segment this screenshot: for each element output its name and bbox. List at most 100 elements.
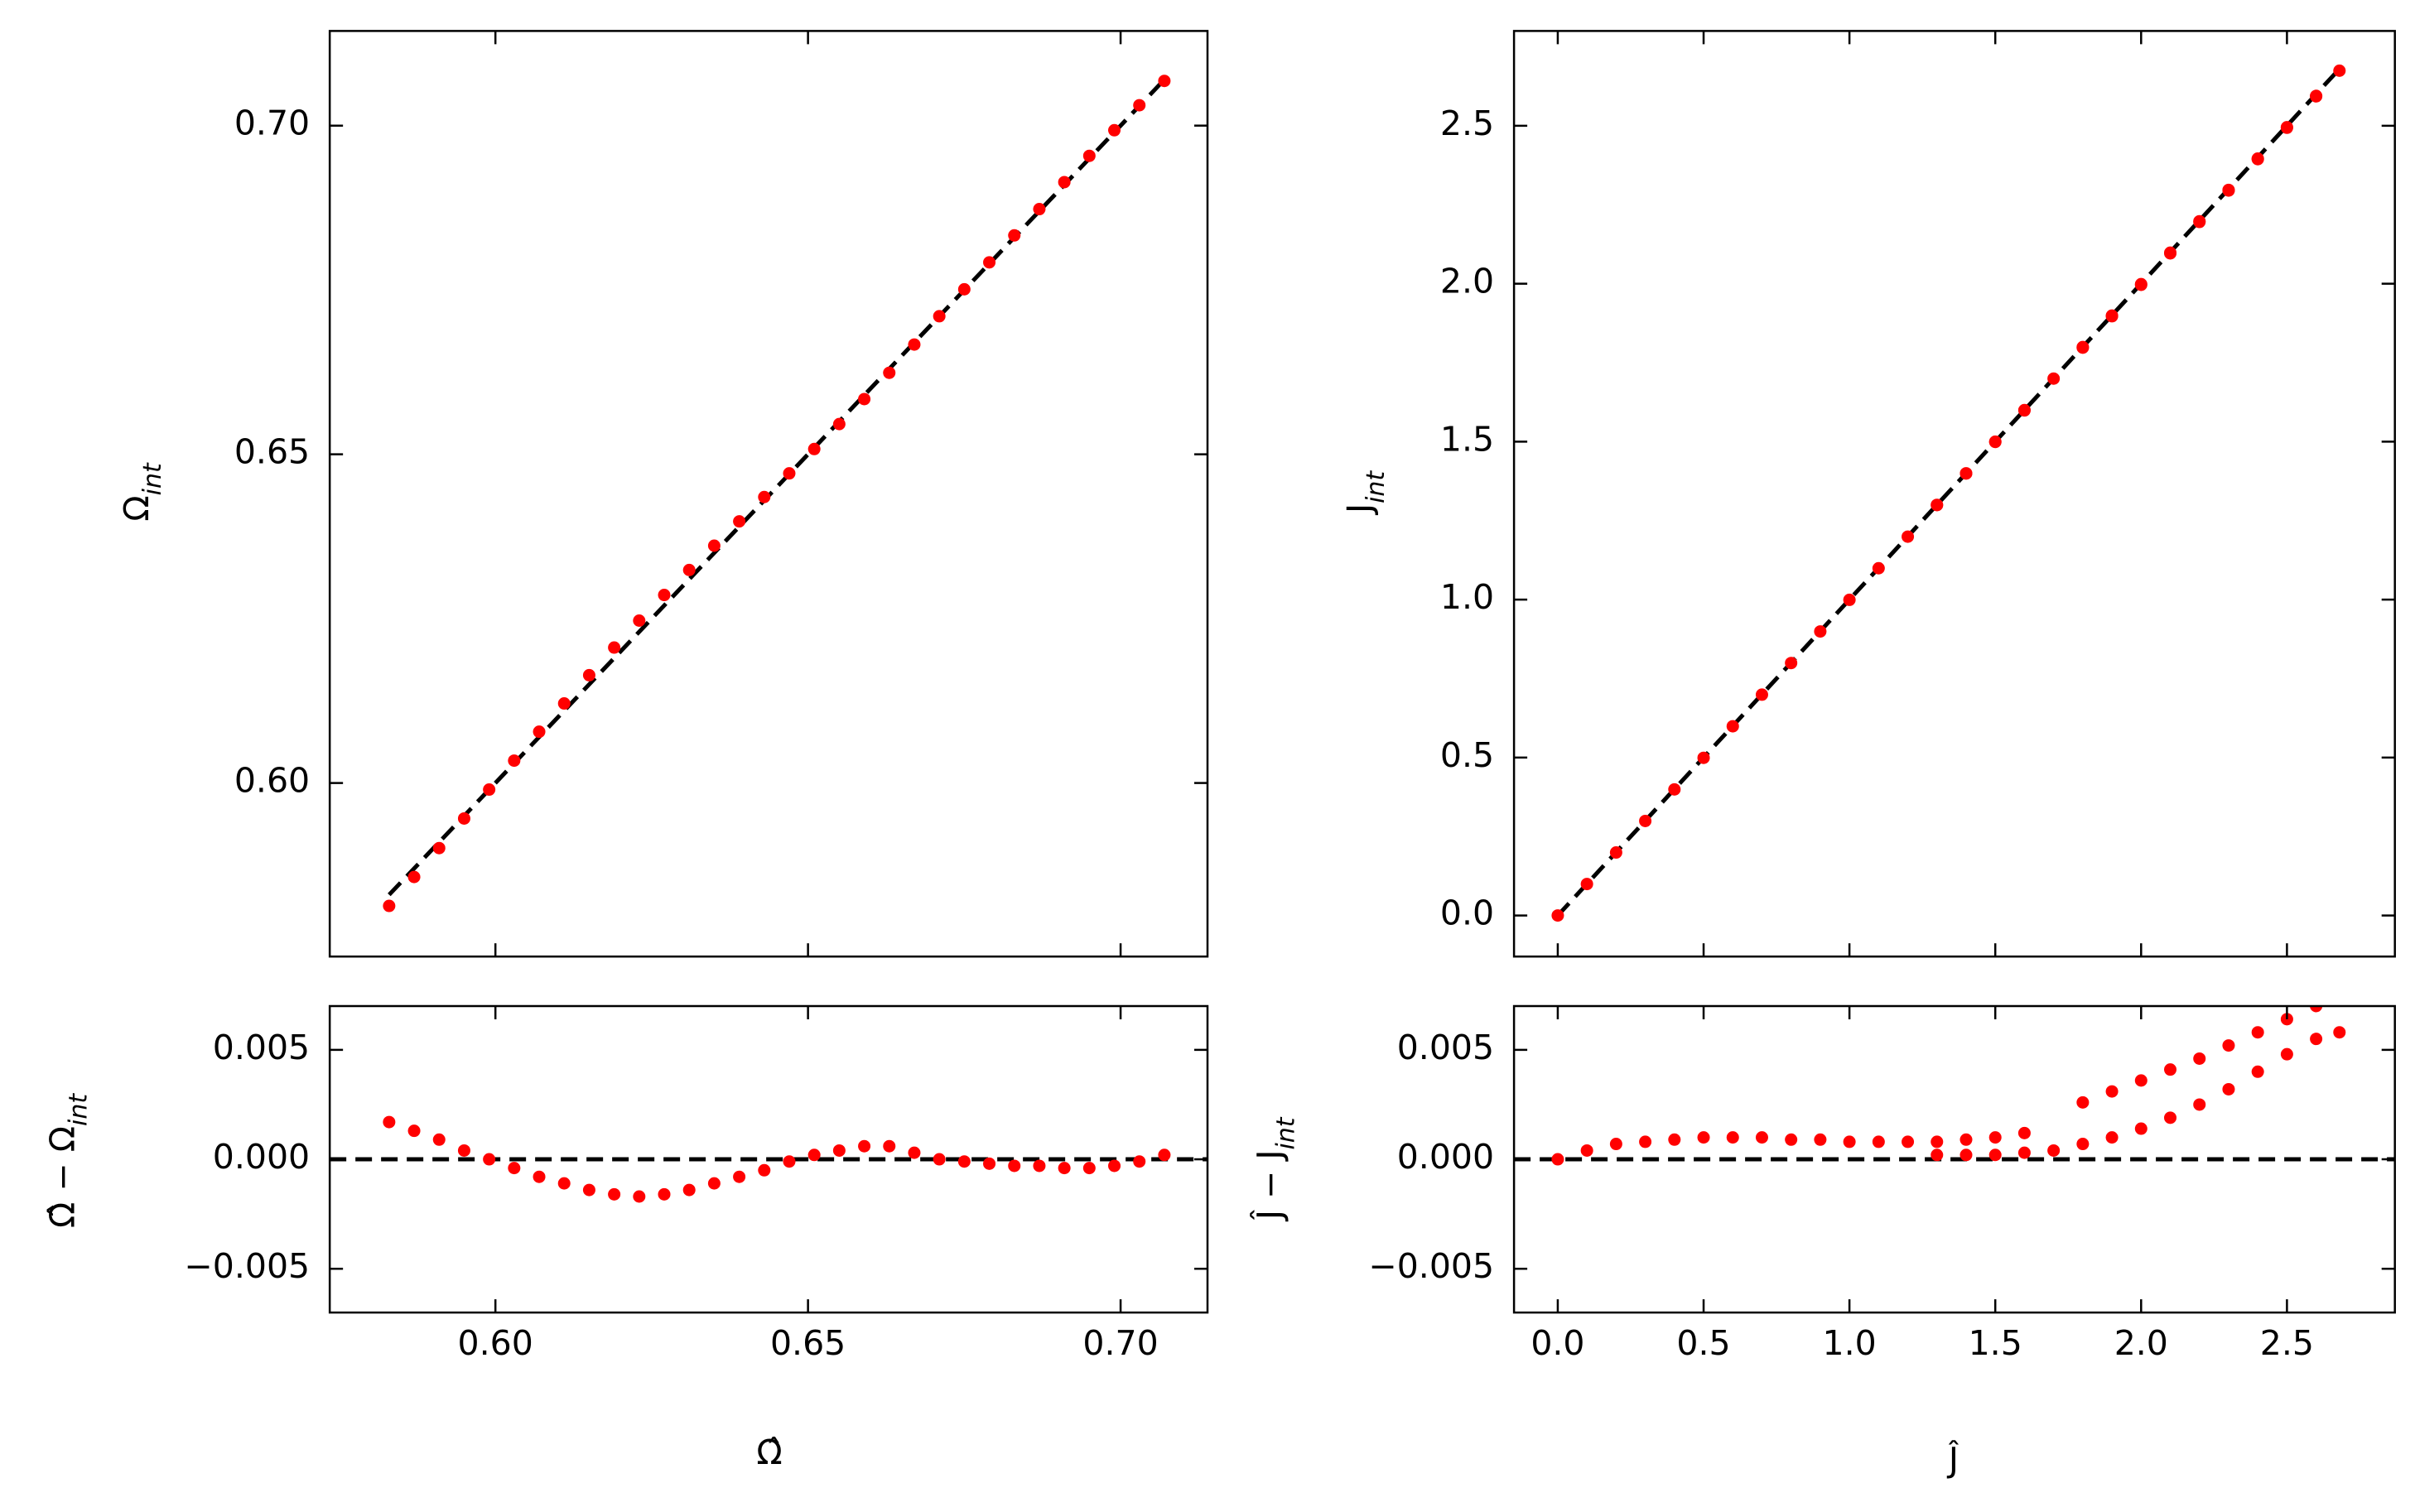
point <box>983 256 996 269</box>
point <box>407 1124 421 1138</box>
point <box>1785 657 1798 670</box>
point <box>1988 1148 2002 1162</box>
point <box>1931 1148 1944 1162</box>
point <box>582 1183 595 1197</box>
point <box>1580 1144 1593 1157</box>
point <box>2280 121 2293 134</box>
point <box>2222 183 2235 196</box>
point <box>783 1155 796 1168</box>
point <box>2310 1006 2323 1013</box>
y-tick-label: 0.5 <box>1440 735 1494 775</box>
point <box>2193 1098 2206 1111</box>
point <box>2333 1026 2346 1039</box>
label-part: int <box>138 462 167 495</box>
point <box>1814 625 1827 638</box>
point <box>508 754 521 768</box>
point <box>1639 814 1652 827</box>
label-part: Ĵ <box>1946 1440 1959 1480</box>
label-part: Ω̂ − Ω <box>43 1126 83 1228</box>
point <box>457 811 470 825</box>
point <box>1931 498 1944 512</box>
point <box>1755 688 1768 701</box>
point <box>832 417 846 431</box>
label-part: Ω <box>117 495 157 521</box>
point <box>2134 1122 2147 1135</box>
point <box>983 1157 996 1170</box>
axes-frame <box>328 1004 1209 1314</box>
point <box>1697 1131 1710 1144</box>
point <box>2076 340 2090 354</box>
point <box>908 1146 921 1159</box>
point <box>2017 403 2031 417</box>
point <box>633 614 646 628</box>
point <box>1988 435 2002 448</box>
point <box>1988 1131 2002 1144</box>
point <box>1609 1138 1622 1151</box>
y-tick-label: 1.0 <box>1440 577 1494 617</box>
point <box>633 1190 646 1203</box>
point <box>2047 372 2061 385</box>
point <box>758 1163 771 1177</box>
plot-area <box>330 1115 1208 1203</box>
point <box>1902 530 1915 543</box>
point <box>432 841 446 855</box>
point <box>1580 878 1593 891</box>
point <box>2310 1033 2323 1046</box>
y-tick-label: 0.005 <box>1397 1028 1494 1067</box>
point <box>1931 1135 1944 1148</box>
x-tick-label: 0.70 <box>1082 1323 1158 1363</box>
point <box>2105 1131 2119 1144</box>
point <box>483 1153 496 1166</box>
point <box>1158 1148 1171 1162</box>
y-tick-label: 2.0 <box>1440 262 1494 301</box>
label-part: Ω̂ <box>756 1433 782 1472</box>
point <box>1959 467 1973 480</box>
point <box>582 668 595 681</box>
point <box>1843 593 1856 606</box>
point <box>1639 1135 1652 1148</box>
point <box>883 1139 896 1153</box>
point <box>1058 1162 1071 1175</box>
point <box>2105 309 2119 322</box>
y-tick-label: 0.000 <box>1397 1137 1494 1177</box>
point <box>1082 1162 1096 1175</box>
point <box>733 515 746 528</box>
point <box>1872 1135 1885 1148</box>
y-tick-label: 1.5 <box>1440 419 1494 459</box>
point <box>1551 1153 1564 1166</box>
point <box>1008 1159 1021 1173</box>
plot-area <box>1551 64 2346 922</box>
point <box>608 1187 621 1201</box>
x-tick-label: 1.0 <box>1823 1323 1877 1363</box>
point <box>1158 75 1171 88</box>
y-tick-label: 0.000 <box>213 1137 310 1177</box>
point <box>783 467 796 480</box>
point <box>1959 1133 1973 1146</box>
point <box>658 589 671 602</box>
point <box>1872 561 1885 575</box>
point <box>707 1177 721 1190</box>
point <box>2193 1052 2206 1065</box>
point <box>533 1170 546 1183</box>
point <box>2076 1095 2090 1109</box>
y-tick-label: −0.005 <box>1368 1246 1494 1286</box>
point <box>858 392 871 406</box>
x-axis-label: Ĵ <box>1946 1440 1959 1480</box>
y-axis-label: Jint <box>1340 470 1391 516</box>
label-part: Ĵ − J <box>1251 1150 1290 1223</box>
plot-area <box>1514 1006 2395 1166</box>
reference-line <box>388 78 1166 897</box>
point <box>682 563 696 576</box>
point <box>2164 1063 2177 1076</box>
point <box>957 1155 971 1168</box>
y-tick-label: 0.70 <box>234 104 310 143</box>
y-tick-label: 0.005 <box>213 1028 310 1067</box>
point <box>508 1162 521 1175</box>
point <box>1609 846 1622 860</box>
y-tick-label: 0.65 <box>234 432 310 472</box>
y-tick-label: −0.005 <box>184 1246 310 1286</box>
point <box>858 1139 871 1153</box>
x-tick-label: 1.5 <box>1969 1323 2022 1363</box>
